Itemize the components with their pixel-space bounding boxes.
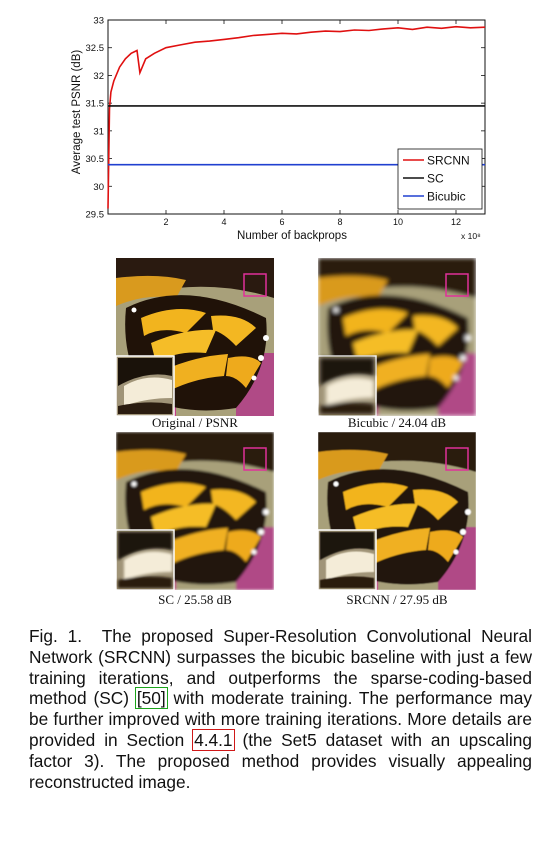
butterfly-image — [318, 258, 476, 416]
x-tick-label: 6 — [279, 217, 284, 227]
zoom-inset — [318, 355, 377, 416]
y-tick-label: 32.5 — [86, 43, 105, 54]
x-tick-label: 10 — [393, 217, 403, 227]
y-axis-label: Average test PSNR (dB) — [71, 50, 83, 175]
y-tick-label: 31 — [93, 126, 104, 137]
panel-caption-srcnn: SRCNN / 27.95 dB — [346, 592, 448, 607]
figure-label: Fig. 1. — [29, 626, 83, 646]
zoom-region-marker — [243, 273, 267, 297]
y-tick-label: 33 — [93, 16, 104, 27]
panel-caption-original: Original / PSNR — [152, 415, 238, 430]
legend-label-srcnn: SRCNN — [427, 154, 470, 168]
chart-legend: SRCNN SC Bicubic — [397, 148, 483, 210]
y-tick-label: 29.5 — [86, 210, 105, 221]
axis-ticks: 2 4 6 8 10 12 29.5 30 30.5 31 31.5 32 32.5 33 — [86, 16, 485, 227]
x-axis-label: Number of backprops — [237, 230, 347, 242]
figure-caption: Fig. 1. The proposed Super-Resolution Co… — [29, 626, 532, 792]
y-tick-label: 32 — [93, 71, 104, 82]
legend-label-sc: SC — [427, 172, 444, 186]
zoom-region-marker — [445, 447, 469, 471]
y-tick-label: 30.5 — [86, 154, 105, 165]
bicubic-image-tile — [318, 258, 476, 416]
legend-box — [397, 148, 483, 210]
caption-text-2: with moderate training. The performance … — [29, 688, 532, 750]
butterfly-image — [116, 432, 274, 590]
x-tick-label: 8 — [337, 217, 342, 227]
section-link[interactable]: 4.4.1 — [192, 728, 235, 751]
panel-caption-sc: SC / 25.58 dB — [158, 592, 232, 607]
x-tick-label: 2 — [163, 217, 168, 227]
zoom-inset — [318, 529, 377, 590]
legend-label-bicubic: Bicubic — [427, 190, 466, 204]
zoom-region-marker — [243, 447, 267, 471]
zoom-inset — [116, 529, 175, 590]
caption-text-3: (the Set5 dataset with an upscaling fact… — [29, 729, 532, 792]
panel-caption-bicubic: Bicubic / 24.04 dB — [347, 415, 447, 430]
caption-text-1: The proposed Super-Resolution Convolutio… — [29, 626, 532, 709]
zoom-inset — [116, 355, 175, 416]
srcnn-image-tile — [318, 432, 476, 590]
original-image-tile — [116, 258, 274, 416]
y-tick-label: 30 — [93, 182, 104, 193]
x-tick-label: 12 — [451, 217, 461, 227]
x-tick-label: 4 — [221, 217, 226, 227]
y-tick-label: 31.5 — [86, 99, 105, 110]
butterfly-image — [318, 432, 476, 590]
x-axis-exponent: x 10⁸ — [461, 231, 481, 241]
citation-link[interactable]: [50] — [134, 687, 168, 710]
zoom-region-marker — [445, 273, 469, 297]
butterfly-image — [116, 258, 274, 416]
psnr-chart: 2 4 6 8 10 12 29.5 30 30.5 31 31.5 32 32.5 33 SRCNN SC… — [71, 16, 486, 242]
series-line-srcnn — [107, 25, 486, 209]
sc-image-tile — [116, 432, 274, 590]
